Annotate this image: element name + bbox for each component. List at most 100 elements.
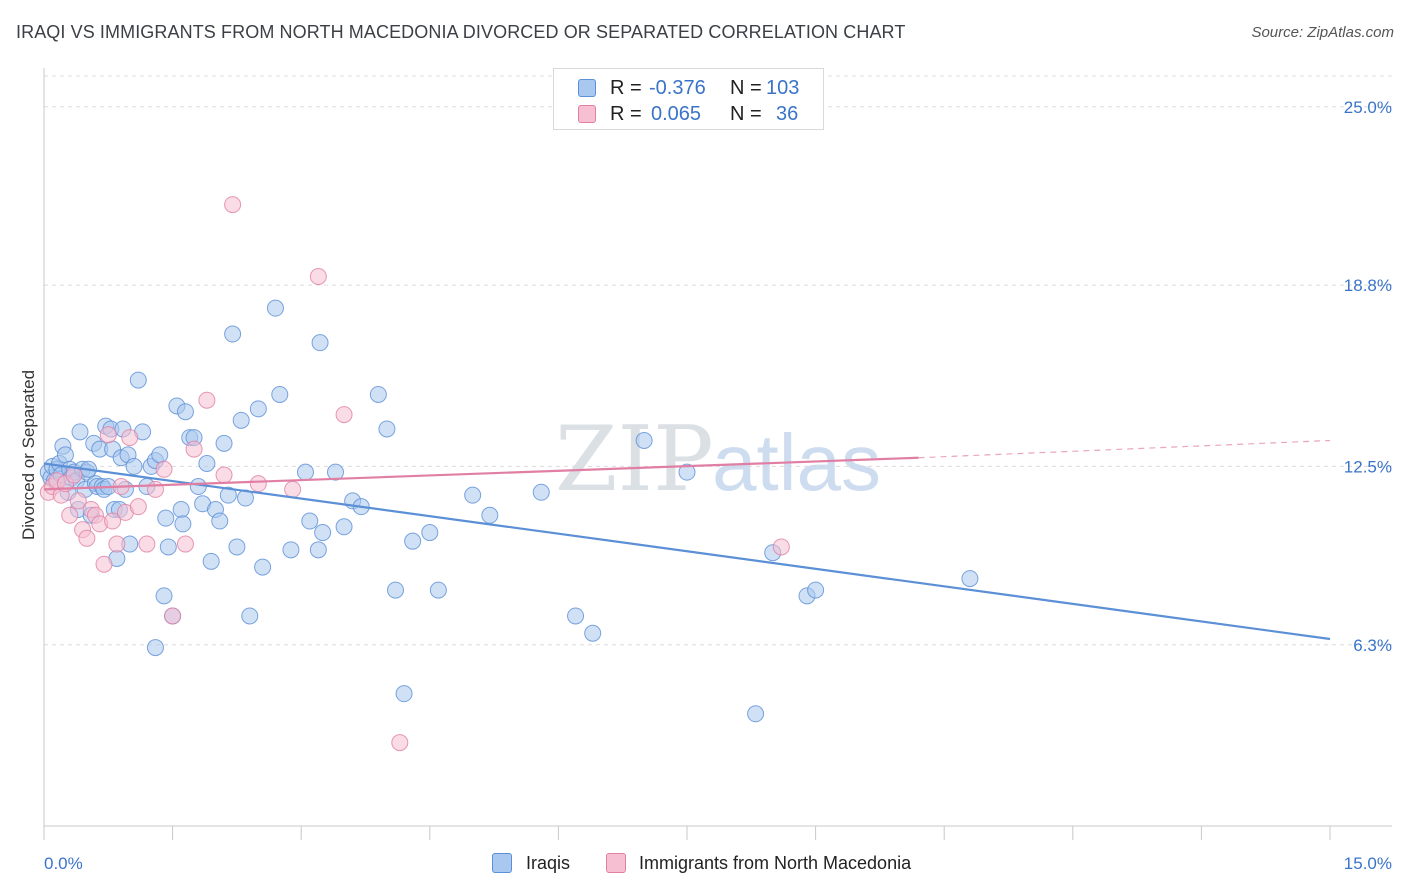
legend-n-label: N = <box>730 77 762 99</box>
data-point <box>219 486 237 504</box>
data-point <box>369 385 387 403</box>
data-point <box>391 734 409 752</box>
data-point <box>254 558 272 576</box>
legend-swatch-macedonia <box>606 853 626 873</box>
data-point <box>282 541 300 559</box>
data-point <box>71 423 89 441</box>
data-point <box>172 501 190 519</box>
data-point <box>678 463 696 481</box>
legend-row-iraqis: R = -0.376 N = 103 <box>554 75 823 101</box>
data-point <box>335 518 353 536</box>
data-point <box>747 705 765 723</box>
chart-title: IRAQI VS IMMIGRANTS FROM NORTH MACEDONIA… <box>16 22 906 42</box>
data-point <box>215 466 233 484</box>
data-point <box>104 512 122 530</box>
data-point <box>108 535 126 553</box>
data-point <box>249 400 267 418</box>
legend-swatch-macedonia <box>578 105 596 123</box>
grid-lines <box>44 75 1392 646</box>
x-tick-labels: 0.0% 15.0% <box>44 854 1392 873</box>
data-point <box>61 506 79 524</box>
legend-r-value: 0.065 <box>651 103 702 125</box>
legend-swatch-iraqis <box>578 79 596 97</box>
legend-r-label: R = <box>610 77 642 99</box>
data-point <box>532 483 550 501</box>
x-tick-label: 0.0% <box>44 854 83 873</box>
data-point <box>157 509 175 527</box>
data-point <box>567 607 585 625</box>
data-point <box>228 538 246 556</box>
y-tick-labels: 6.3% 12.5% 18.8% 25.0% <box>1344 98 1392 655</box>
data-point <box>146 480 164 498</box>
y-tick-label: 12.5% <box>1344 457 1392 476</box>
data-point <box>99 426 117 444</box>
data-point <box>224 196 242 214</box>
data-point <box>121 429 139 447</box>
data-point <box>378 420 396 438</box>
data-point <box>56 446 74 464</box>
data-point <box>185 440 203 458</box>
data-point <box>584 624 602 642</box>
data-point <box>202 552 220 570</box>
data-point <box>335 406 353 424</box>
y-tick-label: 25.0% <box>1344 98 1392 117</box>
data-point <box>69 492 87 510</box>
data-point <box>176 403 194 421</box>
data-point <box>241 607 259 625</box>
data-point <box>481 506 499 524</box>
data-point <box>129 371 147 389</box>
data-point <box>198 391 216 409</box>
trend-line-extension <box>918 439 1331 459</box>
legend-row-macedonia: R = 0.065 N = 36 <box>554 101 823 127</box>
data-point <box>95 555 113 573</box>
data-point <box>215 434 233 452</box>
data-point <box>155 587 173 605</box>
legend-label-macedonia: Immigrants from North Macedonia <box>639 853 912 873</box>
y-tick-label: 6.3% <box>1353 636 1392 655</box>
legend-n-value: 36 <box>776 103 799 125</box>
data-point <box>314 524 332 542</box>
data-point <box>146 639 164 657</box>
legend-r-value: -0.376 <box>649 77 706 99</box>
data-point <box>211 512 229 530</box>
data-point <box>961 570 979 588</box>
data-point <box>311 334 329 352</box>
trend-line-macedonia <box>43 456 919 491</box>
data-point <box>176 535 194 553</box>
data-point <box>155 460 173 478</box>
y-axis-label: Divorced or Separated <box>19 370 38 540</box>
data-points <box>39 196 979 752</box>
data-point <box>421 524 439 542</box>
data-point <box>301 512 319 530</box>
y-tick-label: 18.8% <box>1344 276 1392 295</box>
data-point <box>224 325 242 343</box>
trend-line-iraqis <box>43 462 1331 641</box>
legend-swatch-iraqis <box>492 853 512 873</box>
data-point <box>326 463 344 481</box>
watermark-zip: ZIP <box>555 407 714 512</box>
data-point <box>174 515 192 533</box>
data-point <box>284 480 302 498</box>
data-point <box>189 478 207 496</box>
stats-legend: R = -0.376 N = 103 R = 0.065 N = 36 <box>553 68 824 130</box>
axes <box>43 68 1392 840</box>
data-point <box>232 411 250 429</box>
data-point <box>807 581 825 599</box>
series-iraqis <box>39 299 979 723</box>
data-point <box>151 446 169 464</box>
data-point <box>198 455 216 473</box>
data-point <box>429 581 447 599</box>
x-tick-label: 15.0% <box>1344 854 1392 873</box>
data-point <box>296 463 314 481</box>
data-point <box>309 268 327 286</box>
data-point <box>395 685 413 703</box>
legend-n-label: N = <box>730 103 762 125</box>
source-label: Source: ZipAtlas.com <box>1251 24 1394 41</box>
data-point <box>387 581 405 599</box>
watermark: ZIP atlas <box>555 407 881 512</box>
trend-lines <box>43 439 1331 641</box>
data-point <box>129 498 147 516</box>
legend-n-value: 103 <box>766 77 800 99</box>
data-point <box>125 457 143 475</box>
